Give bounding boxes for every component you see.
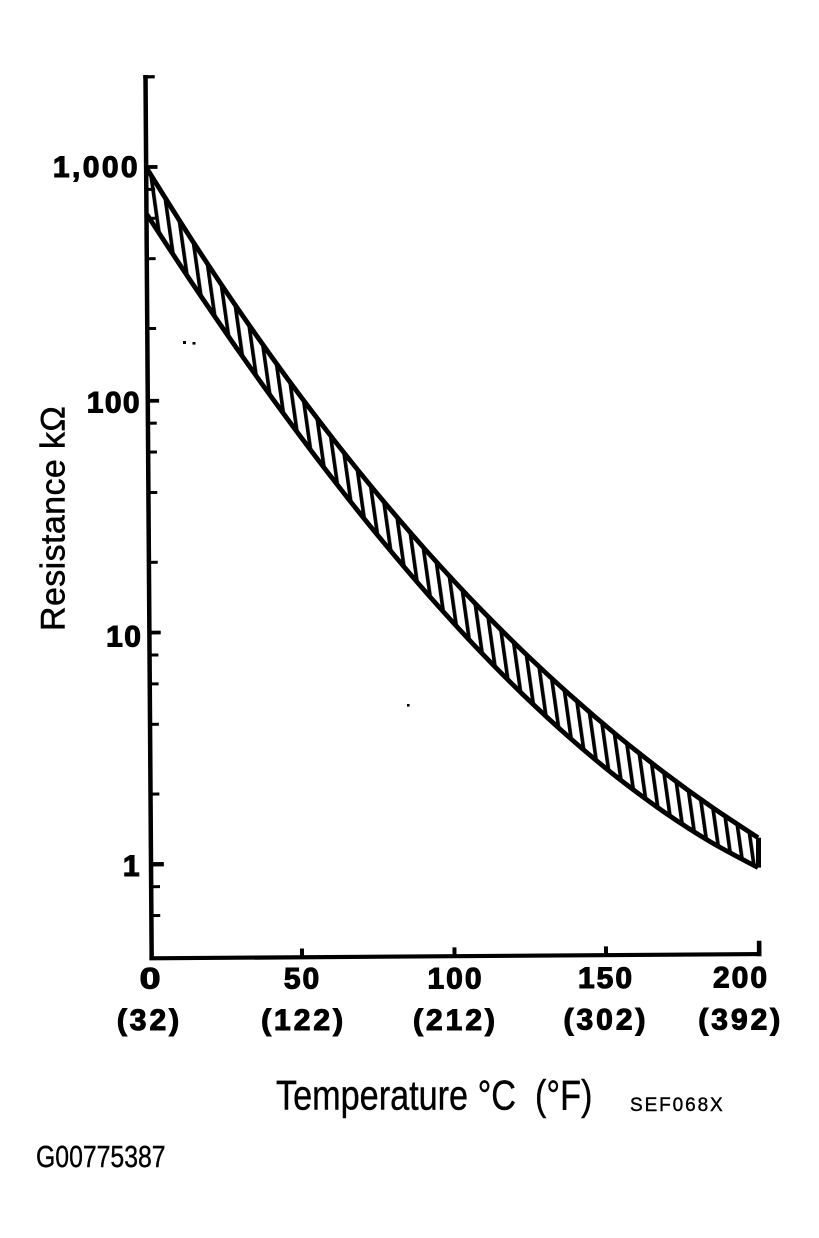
svg-text:50: 50	[284, 963, 321, 996]
svg-text:0: 0	[140, 962, 161, 996]
svg-text:(122): (122)	[261, 1004, 346, 1037]
svg-text:(392): (392)	[698, 1004, 783, 1037]
svg-text:10: 10	[106, 621, 142, 654]
svg-text:(32): (32)	[117, 1004, 182, 1037]
svg-text:(302): (302)	[563, 1004, 648, 1037]
svg-text:(212): (212)	[413, 1004, 498, 1037]
svg-text:SEF068X: SEF068X	[630, 1095, 725, 1116]
svg-text:Resistance kΩ: Resistance kΩ	[35, 406, 73, 631]
svg-text:200: 200	[713, 962, 769, 995]
svg-text:1,000: 1,000	[53, 151, 140, 184]
svg-text:1: 1	[123, 850, 140, 883]
svg-text:150: 150	[578, 962, 634, 995]
svg-text:Temperature °C (°F): Temperature °C (°F)	[276, 1072, 592, 1119]
svg-text:G00775387: G00775387	[36, 1139, 166, 1173]
svg-text:100: 100	[87, 387, 141, 420]
svg-text:100: 100	[427, 963, 483, 996]
